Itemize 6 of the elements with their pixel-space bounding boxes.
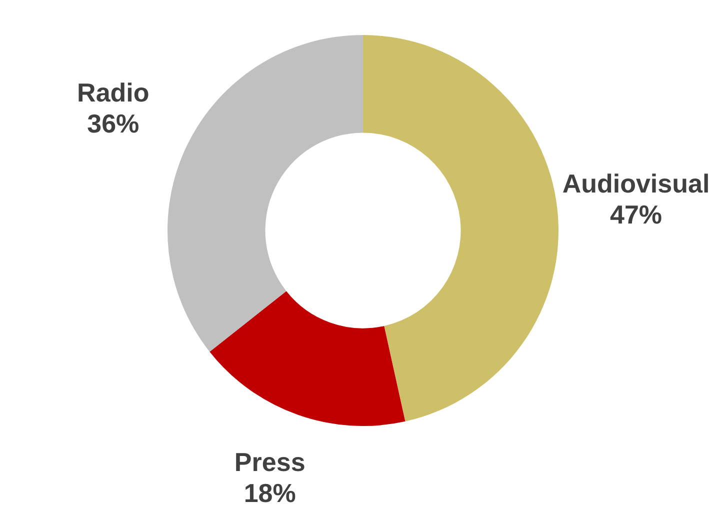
- data-label: 18%: [244, 478, 296, 508]
- data-label: 36%: [87, 108, 140, 139]
- data-label: 47%: [610, 200, 662, 230]
- slice-label: Press: [234, 447, 306, 478]
- slice-label: Radio: [77, 78, 150, 108]
- slice-label: Audiovisual: [562, 168, 710, 199]
